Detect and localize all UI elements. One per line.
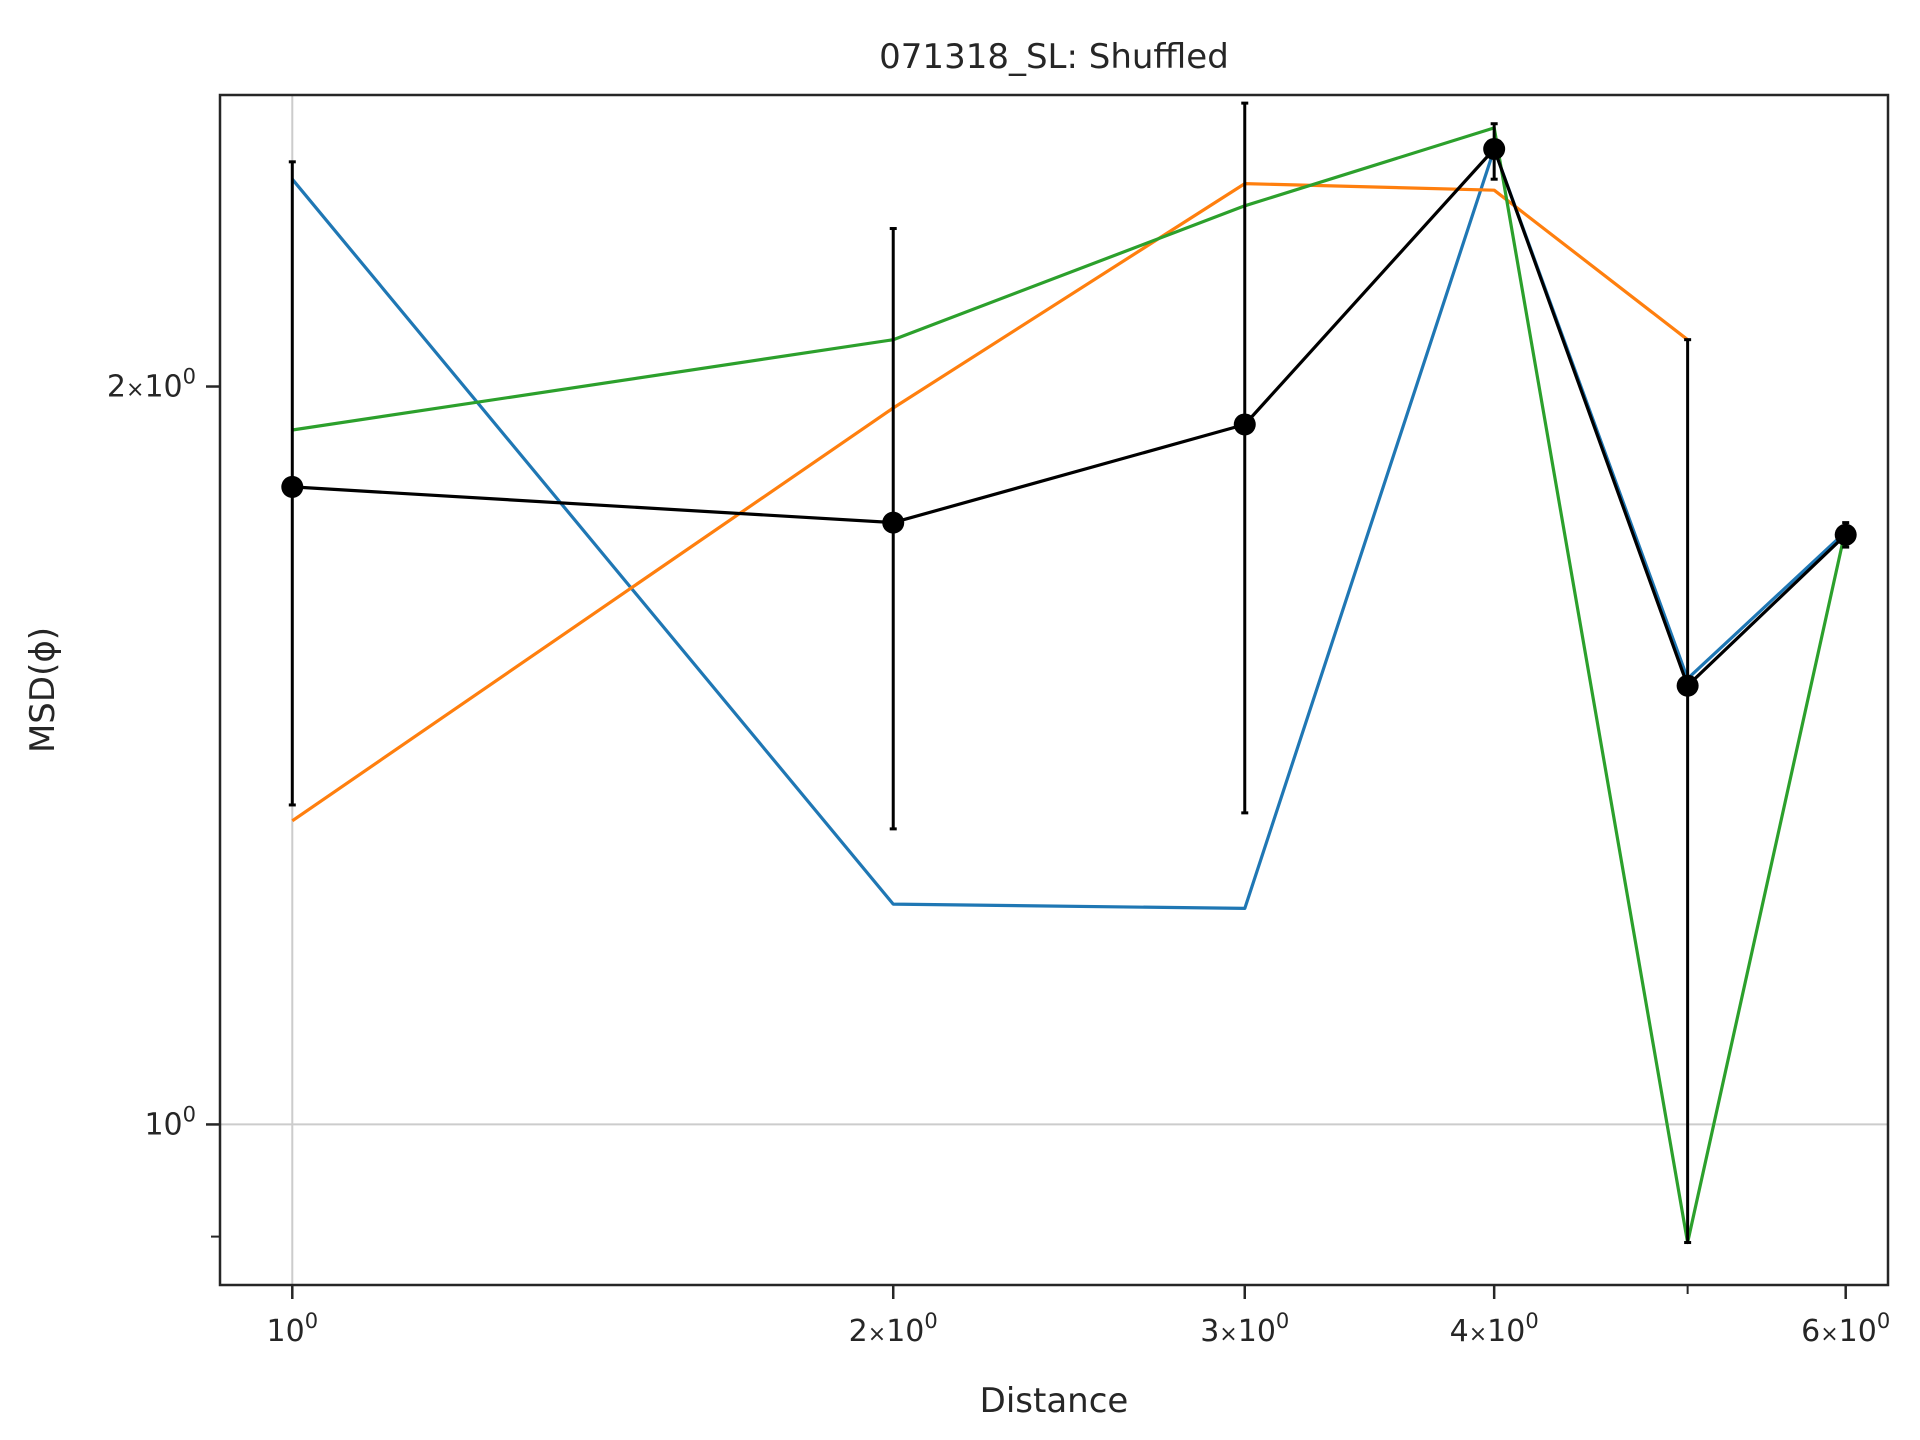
mean-markers [281,137,1857,697]
series-lines [291,126,1848,1245]
mean-point-3 [1233,413,1256,436]
y-axis-label: MSD(ϕ) [23,627,63,753]
chart-title: 071318_SL: Shuffled [879,37,1229,77]
x-tick-label-5: 6×100 [1801,1309,1890,1349]
plot-area-frame [218,93,1890,1287]
mean-point-2 [882,511,905,534]
y-tick-label-1: 100 [144,1102,196,1142]
mean-point-6 [1834,523,1857,546]
mean-point-4 [1483,137,1506,160]
series-line-3 [292,126,1848,1245]
mean-point-1 [281,475,304,498]
x-tick-label-1: 100 [267,1309,319,1349]
x-tick-label-3: 3×100 [1200,1309,1289,1349]
series-line-2 [291,182,1689,823]
gridlines [220,95,1888,1285]
x-tick-label-2: 2×100 [849,1309,938,1349]
y-tick-label-2: 2×100 [107,365,196,405]
x-axis-label: Distance [980,1381,1129,1421]
y-axis-ticks: 100 2×100 [107,365,220,1238]
x-axis-ticks: 100 2×100 3×100 4×100 6×100 [267,1285,1890,1349]
mean-line [292,147,1847,688]
series-line-1 [291,147,1847,911]
x-tick-label-4: 4×100 [1450,1309,1539,1349]
mean-point-5 [1676,674,1699,697]
